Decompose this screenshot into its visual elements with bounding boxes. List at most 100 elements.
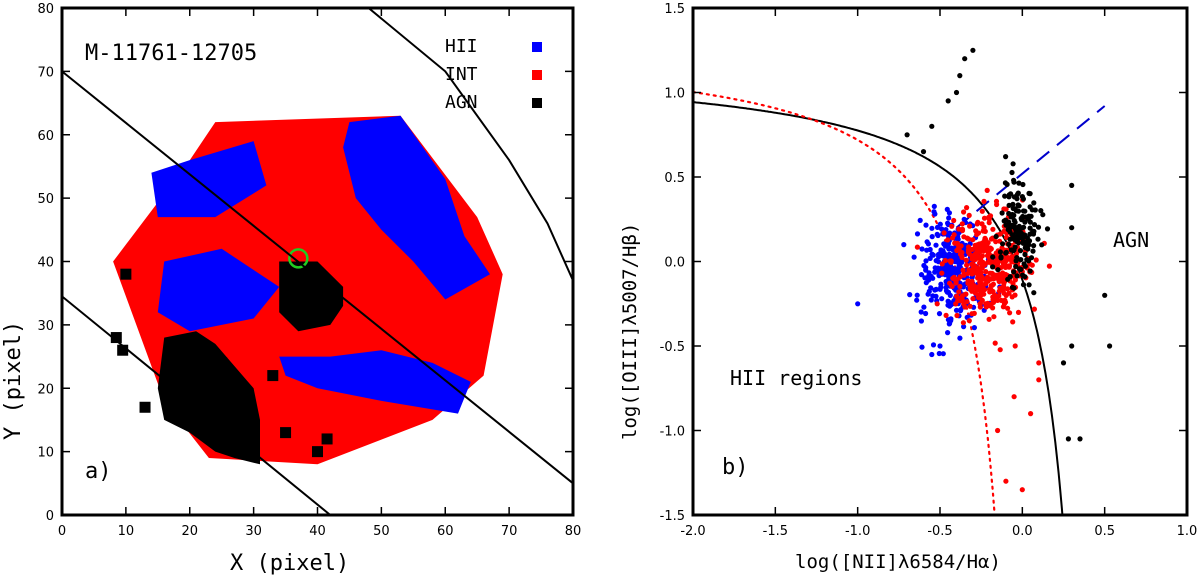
point-hii [933,242,939,248]
point-int [956,289,962,295]
a-ytick-label: 70 [37,65,54,80]
point-int [990,226,996,232]
point-int [941,230,947,236]
point-hii [932,265,938,271]
a-xtick-label: 50 [373,524,390,539]
point-hii [956,269,962,275]
point-hii [938,284,944,290]
center-marker [288,248,309,269]
agn-pixel-4 [280,427,292,439]
point-agn [1040,212,1046,218]
point-int [997,347,1003,353]
point-int [995,427,1001,434]
point-agn [1044,226,1051,232]
a-ytick-label: 20 [37,382,54,397]
panel-b-ylabel: log([OIII]λ5007/Hβ) [619,223,641,440]
point-hii [940,351,946,357]
point-int [982,262,988,268]
point-int [952,240,958,246]
point-int [979,208,985,214]
point-hii [923,222,929,228]
point-hii [907,292,913,298]
point-hii [937,221,943,227]
point-agn [1015,202,1021,208]
point-int [981,244,987,250]
point-int [991,314,997,320]
point-int [974,249,980,255]
point-hii [927,255,933,261]
point-int [1005,286,1011,292]
point-agn [920,149,927,155]
point-agn [990,264,996,270]
point-agn [1015,240,1022,246]
agn-core-region [279,261,344,332]
point-int [993,198,1000,204]
point-int [977,301,983,307]
agn-pixel-7 [267,370,279,382]
agn-pixel-9 [139,401,151,413]
point-int [967,223,973,229]
point-agn [1107,343,1113,349]
point-int [970,296,976,302]
point-int [971,310,977,316]
point-int [951,217,957,224]
point-int [949,283,955,289]
point-agn [1003,249,1009,255]
panel-a-data [110,115,503,465]
point-int [964,299,970,305]
hii-region-1 [151,141,267,218]
point-hii [943,242,949,248]
b-xtick-label: 0.0 [1012,524,1033,539]
point-agn [953,89,960,96]
point-hii [947,320,953,326]
point-hii [930,293,936,299]
point-hii [923,310,929,317]
point-hii [936,350,942,357]
b-ytick-label: 1.0 [664,87,685,102]
agn-pixel-2 [110,332,122,344]
point-agn [1007,274,1013,280]
point-int [961,209,967,215]
point-int [950,275,956,281]
point-int [1046,263,1052,269]
point-int [1028,411,1034,417]
point-hii [940,248,946,254]
point-agn [1008,247,1015,253]
agn-lower-region [157,331,260,465]
panel-a-label: a) [85,459,112,484]
b-xtick-label: -1.0 [845,524,870,539]
point-int [939,270,945,276]
point-agn [1003,154,1009,160]
point-hii [919,344,925,350]
b-ytick-label: 1.5 [664,2,685,17]
point-hii [971,325,978,331]
agn-pixel-8 [216,357,228,369]
point-agn [1018,257,1024,263]
point-agn [1069,182,1075,188]
annotation-hii-regions: HII regions [730,366,862,390]
point-int [1015,309,1022,315]
point-agn [1035,236,1041,242]
point-int [1011,394,1017,400]
point-int [992,340,998,346]
point-agn [997,249,1004,255]
hii-region-2 [343,115,490,300]
point-int [988,287,994,293]
point-int [954,247,960,254]
point-agn [1009,211,1015,218]
point-int [983,269,989,275]
point-int [972,254,978,260]
point-int [1007,310,1013,316]
point-agn [1069,225,1075,231]
b-ytick-label: 0.5 [664,171,685,186]
point-hii [914,231,921,237]
point-int [979,290,985,296]
point-int [993,239,999,245]
agn-pixel-3 [117,344,129,356]
point-int [949,235,956,241]
point-agn [957,73,963,79]
annotation-agn: AGN [1113,228,1149,252]
point-hii [931,203,937,209]
point-agn [1012,244,1018,250]
b-ytick-label: -1.5 [660,509,685,524]
